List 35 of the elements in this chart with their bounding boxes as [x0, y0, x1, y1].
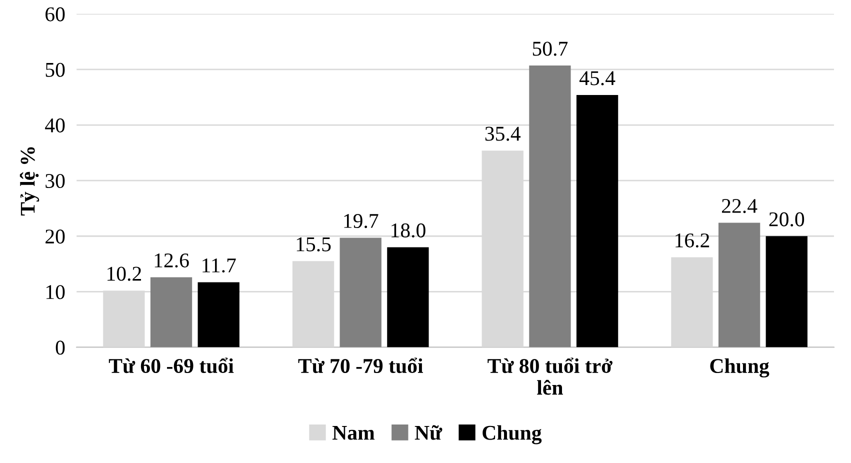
y-tick-label: 0 [56, 340, 65, 355]
legend-label: Chung [482, 425, 542, 444]
bar [150, 277, 192, 348]
data-label: 12.6 [154, 253, 189, 268]
legend-label: Nam [332, 426, 375, 440]
x-tick-label: Từ 70 -79 tuổi [298, 358, 423, 374]
x-tick-label: Chung [710, 358, 770, 378]
x-tick-label: Từ 80 tuổi trở lên [488, 358, 612, 395]
y-tick-label: 40 [45, 118, 65, 132]
bar [718, 222, 760, 348]
data-label: 16.2 [676, 233, 710, 248]
y-tick-label: 60 [46, 7, 65, 22]
data-label: 15.5 [296, 237, 331, 252]
legend-label: Nữ [414, 425, 442, 440]
bar [766, 236, 808, 348]
data-label: 11.7 [202, 258, 236, 273]
data-label: 20.0 [769, 212, 804, 226]
bar [198, 282, 240, 348]
data-label: 19.7 [344, 214, 378, 228]
data-label: 35.4 [485, 126, 521, 141]
data-label: 22.4 [722, 199, 758, 214]
bar [340, 238, 382, 348]
y-axis-title: Tỷ lệ % [20, 147, 40, 216]
y-tick-label: 10 [46, 285, 65, 300]
data-label: 45.4 [579, 71, 616, 86]
data-label: 10.2 [108, 266, 142, 281]
x-tick-label: Từ 60 -69 tuổi [108, 358, 234, 374]
y-tick-label: 30 [46, 174, 65, 188]
y-tick-label: 20 [46, 230, 65, 244]
bar [576, 95, 618, 348]
y-tick-label: 50 [46, 62, 65, 77]
data-label: 18.0 [392, 223, 426, 238]
bar [387, 247, 429, 348]
bar [529, 66, 571, 348]
data-label: 50.7 [532, 42, 568, 56]
